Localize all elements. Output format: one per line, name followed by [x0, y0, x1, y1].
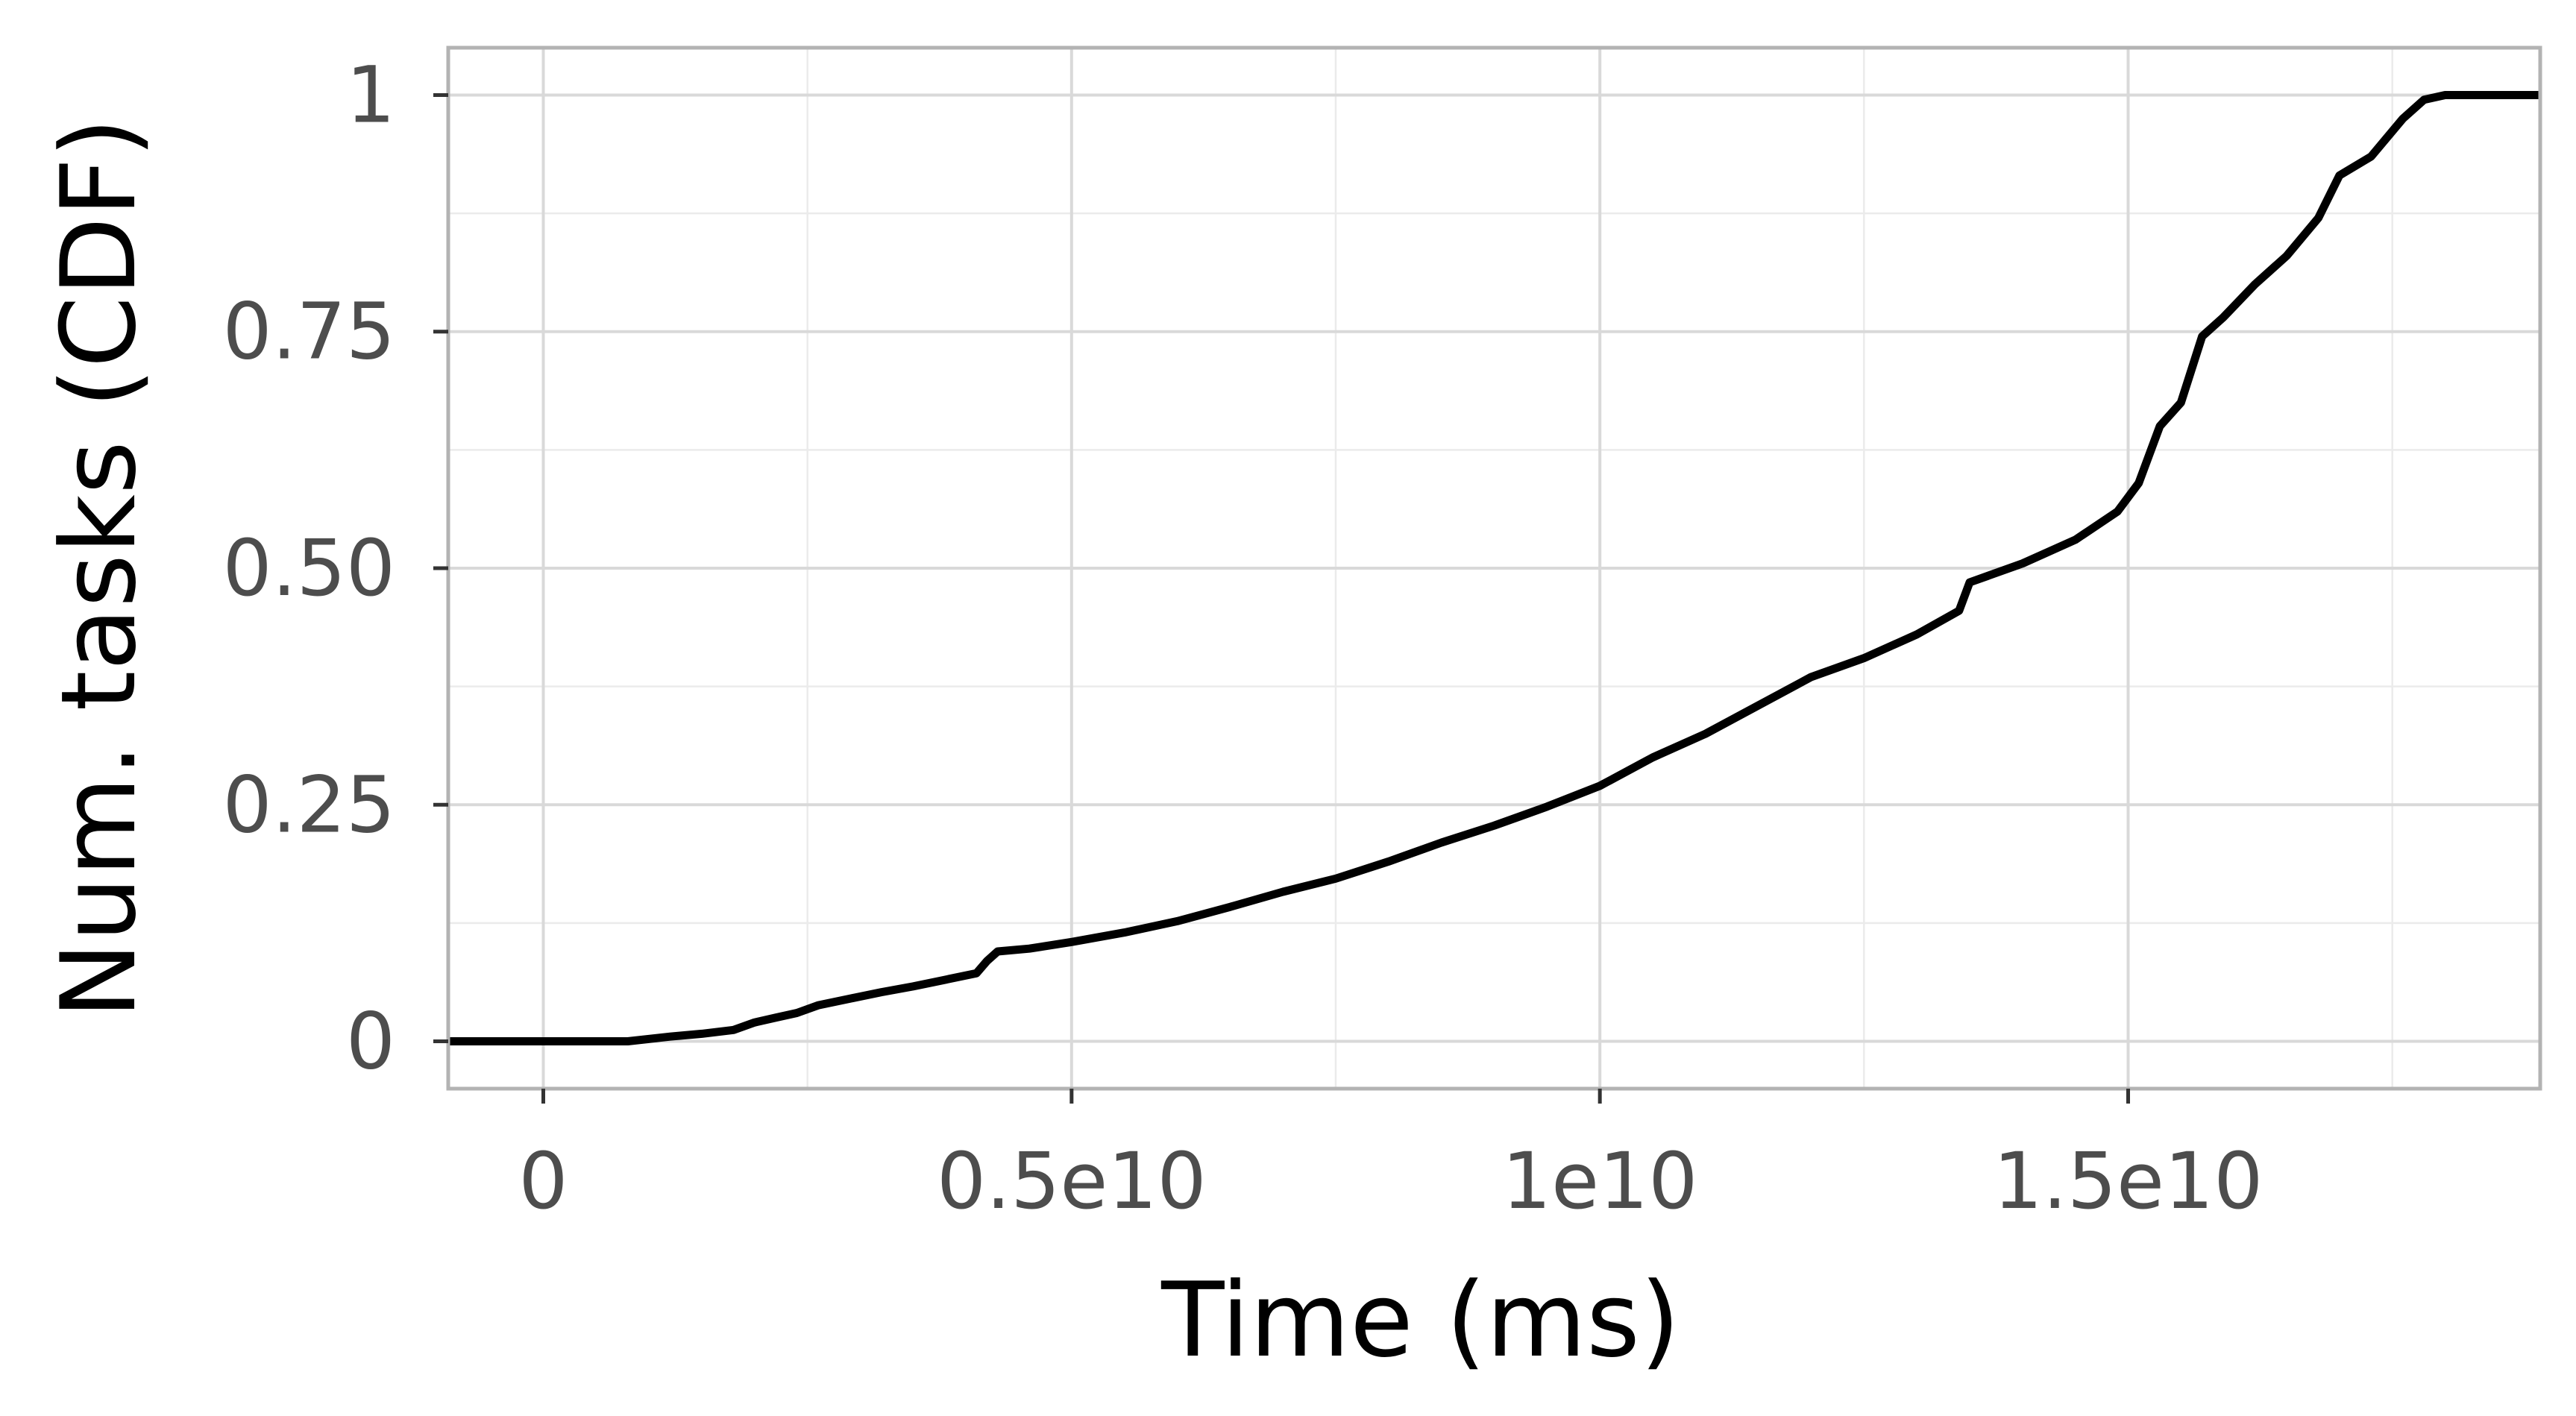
x-tick-label: 0	[518, 1136, 568, 1227]
grid-lines	[448, 48, 2540, 1089]
x-tick-label: 0.5e10	[937, 1136, 1207, 1227]
x-tick-label: 1e10	[1502, 1136, 1698, 1227]
y-tick-label: 0	[346, 996, 395, 1087]
y-tick-label: 0.25	[222, 759, 395, 850]
series-layer	[448, 91, 2540, 1045]
x-tick-label: 1.5e10	[1994, 1136, 2264, 1227]
y-axis-title: Num. tasks (CDF)	[39, 118, 159, 1019]
y-tick-label: 0.50	[222, 523, 395, 614]
x-axis-title: Time (ms)	[1160, 1260, 1680, 1380]
y-tick-label: 1	[346, 49, 395, 140]
cdf-series-line	[448, 91, 2540, 1045]
axes: 0 0.5e10 1e10 1.5e10 0 0.25 0.50 0.75 1	[222, 49, 2263, 1227]
y-tick-label: 0.75	[222, 286, 395, 377]
